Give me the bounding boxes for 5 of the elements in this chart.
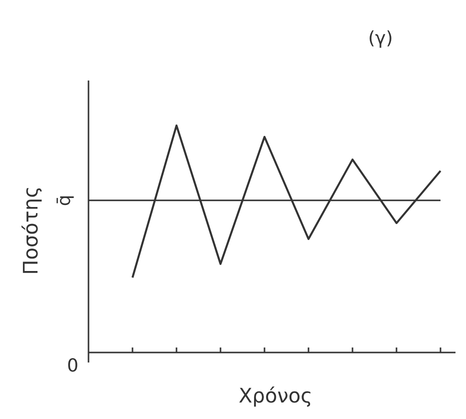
text: (γ) bbox=[368, 28, 393, 49]
ref-line-label: q̄ bbox=[54, 194, 75, 206]
text: 0 bbox=[67, 356, 78, 376]
y-axis-title: Ποσότης bbox=[18, 186, 42, 275]
x-axis-title: Χρόνος bbox=[238, 384, 312, 408]
